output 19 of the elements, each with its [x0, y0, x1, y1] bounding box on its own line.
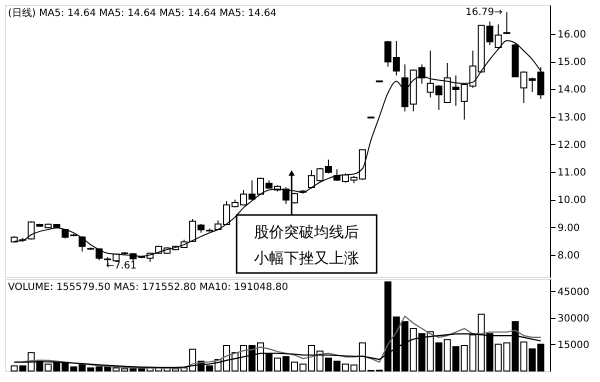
- y-tick-label: 14.00: [558, 84, 586, 96]
- chart-title: VOLUME: 155579.50 MA5: 171552.80 MA10: 191048.80: [8, 282, 288, 293]
- y-tick-label: 13.00: [558, 112, 586, 124]
- y-tick-label: 8.00: [558, 250, 580, 262]
- y-tick-label: 9.00: [558, 222, 580, 234]
- chart-title: (日线) MA5: 14.64 MA5: 14.64 MA5: 14.64 MA5: 14.64: [8, 7, 277, 19]
- annotation: ←7.61: [106, 260, 137, 272]
- candlestick: [503, 12, 510, 34]
- y-tick-label: 16.00: [558, 29, 586, 40]
- y-tick-label: 30000: [558, 313, 590, 324]
- y-tick-label: 45000: [558, 286, 590, 298]
- y-tick-label: 15000: [558, 340, 590, 351]
- candlestick: [78, 236, 86, 252]
- y-tick-label: 15.00: [558, 57, 586, 68]
- y-tick-label: 10.00: [558, 195, 586, 206]
- annotation: 16.79→: [466, 7, 503, 18]
- annotation: 股价突破均线后小幅下挫又上涨: [254, 223, 360, 267]
- y-tick-label: 11.00: [558, 168, 586, 179]
- y-tick-label: 12.00: [558, 140, 586, 151]
